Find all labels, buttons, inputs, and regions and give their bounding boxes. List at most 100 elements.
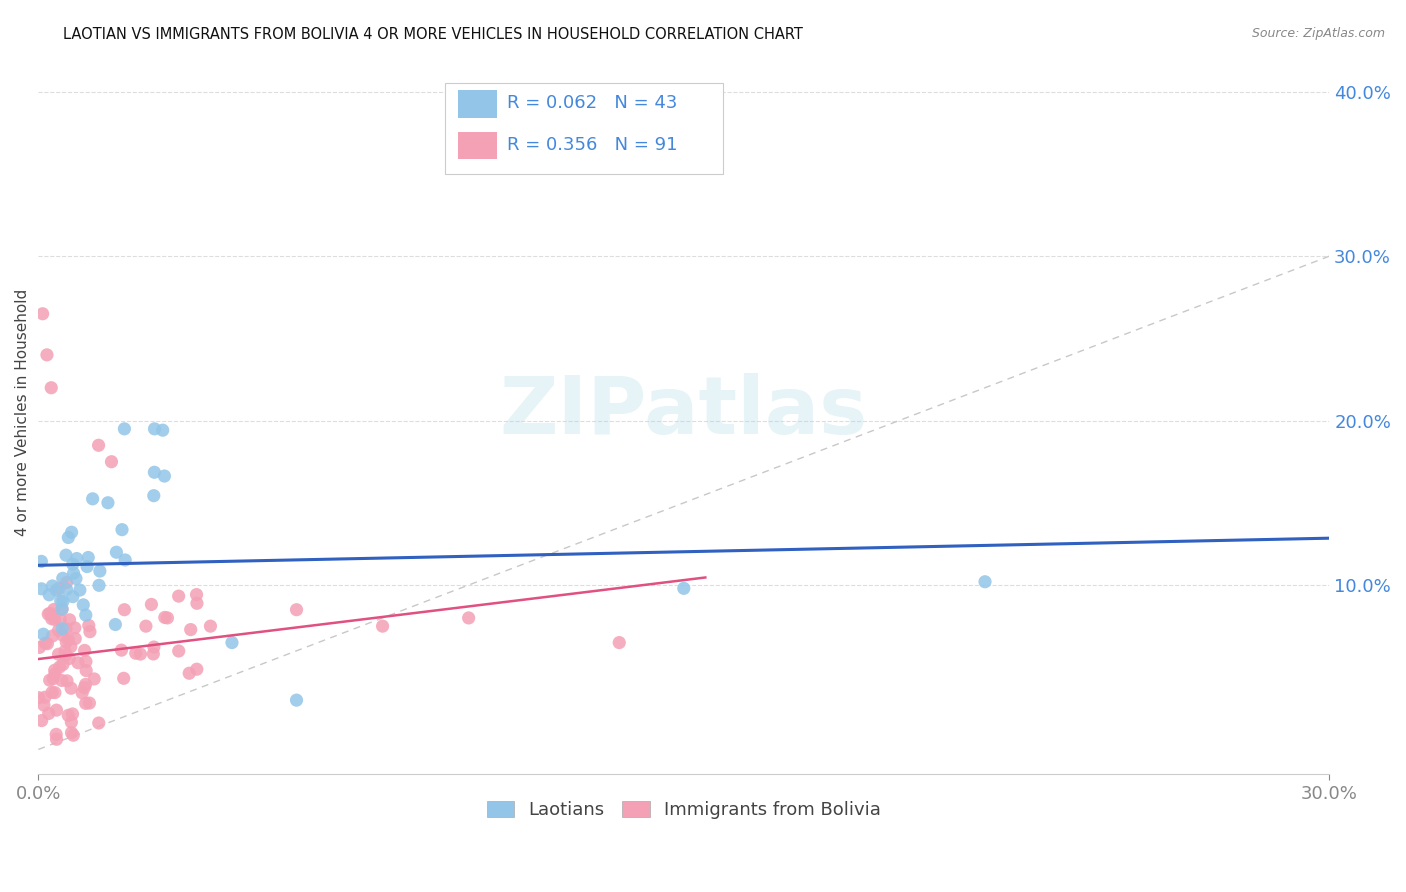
Point xyxy=(142,640,165,654)
Point xyxy=(672,582,695,596)
Point xyxy=(60,715,83,730)
Point xyxy=(97,496,120,510)
Point xyxy=(45,703,67,717)
Point xyxy=(111,523,134,537)
Point xyxy=(142,489,165,503)
Point xyxy=(39,381,62,395)
Point xyxy=(105,545,128,559)
Point xyxy=(28,640,51,655)
Point xyxy=(62,728,84,742)
Point xyxy=(62,706,84,721)
Point xyxy=(58,531,80,545)
Point xyxy=(52,594,75,608)
Point xyxy=(285,693,308,707)
Point xyxy=(45,727,67,741)
Point xyxy=(42,672,65,686)
Point xyxy=(89,564,111,578)
Point xyxy=(60,725,83,739)
Point xyxy=(37,607,59,622)
Point xyxy=(135,619,157,633)
Point xyxy=(66,656,89,670)
Point xyxy=(112,603,135,617)
Point xyxy=(186,588,208,602)
Point xyxy=(39,607,62,621)
Point xyxy=(48,624,70,638)
Point xyxy=(112,422,135,436)
FancyBboxPatch shape xyxy=(458,90,496,118)
Point xyxy=(51,622,73,636)
Point xyxy=(41,579,63,593)
Point xyxy=(285,603,308,617)
Point xyxy=(65,572,87,586)
Point xyxy=(77,550,100,565)
Text: Source: ZipAtlas.com: Source: ZipAtlas.com xyxy=(1251,27,1385,40)
Point xyxy=(69,582,91,597)
Point xyxy=(75,608,97,623)
Point xyxy=(42,602,65,616)
Point xyxy=(35,348,58,362)
Point xyxy=(38,588,60,602)
Point xyxy=(77,618,100,632)
Text: ZIPatlas: ZIPatlas xyxy=(499,374,868,451)
Point xyxy=(129,647,152,661)
Point xyxy=(49,594,72,608)
Point xyxy=(100,455,122,469)
Point xyxy=(607,635,630,649)
Point xyxy=(62,590,84,604)
Point xyxy=(73,643,96,657)
Point xyxy=(79,696,101,710)
Point xyxy=(76,559,98,574)
Point xyxy=(167,589,190,603)
Point xyxy=(63,621,86,635)
Point xyxy=(66,551,89,566)
Point xyxy=(58,651,80,665)
Point xyxy=(52,571,75,585)
Text: R = 0.356   N = 91: R = 0.356 N = 91 xyxy=(508,136,678,153)
Point xyxy=(72,598,94,612)
Point xyxy=(44,667,66,681)
Point xyxy=(114,553,136,567)
Point xyxy=(51,602,73,616)
Point xyxy=(32,698,55,713)
Y-axis label: 4 or more Vehicles in Household: 4 or more Vehicles in Household xyxy=(15,289,30,536)
Point xyxy=(371,619,394,633)
Point xyxy=(48,660,70,674)
Point xyxy=(38,673,60,688)
Point xyxy=(457,611,479,625)
Point xyxy=(44,685,66,699)
Point xyxy=(180,623,202,637)
Point xyxy=(44,663,66,677)
Point xyxy=(37,637,59,651)
Point xyxy=(31,714,53,728)
Point xyxy=(41,629,63,643)
Point xyxy=(179,666,201,681)
Point xyxy=(143,422,166,436)
Point xyxy=(55,575,77,590)
Point xyxy=(75,697,97,711)
Point xyxy=(104,617,127,632)
Point xyxy=(32,627,55,641)
Point xyxy=(87,578,110,592)
Point xyxy=(59,640,82,654)
Point xyxy=(34,690,56,705)
Point xyxy=(34,636,56,650)
Point xyxy=(51,673,73,688)
Point xyxy=(156,611,179,625)
Text: LAOTIAN VS IMMIGRANTS FROM BOLIVIA 4 OR MORE VEHICLES IN HOUSEHOLD CORRELATION C: LAOTIAN VS IMMIGRANTS FROM BOLIVIA 4 OR … xyxy=(63,27,803,42)
Point xyxy=(55,622,77,636)
Point xyxy=(153,610,176,624)
Point xyxy=(51,628,73,642)
Legend: Laotians, Immigrants from Bolivia: Laotians, Immigrants from Bolivia xyxy=(479,794,889,827)
Point xyxy=(58,613,80,627)
Point xyxy=(55,582,77,597)
Point xyxy=(62,557,84,571)
Point xyxy=(56,673,79,688)
Point xyxy=(27,690,49,705)
Point xyxy=(221,635,243,649)
Point xyxy=(153,469,176,483)
Point xyxy=(48,582,70,596)
Point xyxy=(30,582,52,596)
Point xyxy=(58,632,80,647)
Point xyxy=(75,677,97,691)
Point xyxy=(110,643,132,657)
